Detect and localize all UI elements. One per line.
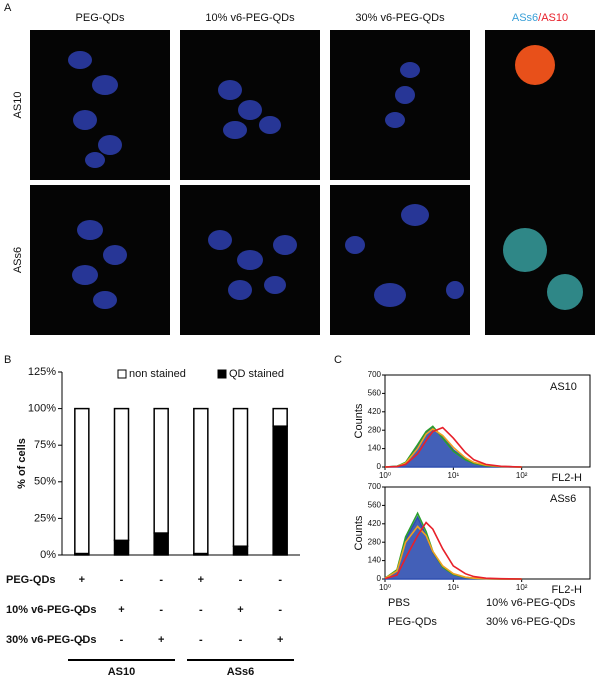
y-tick-label: 420 xyxy=(368,519,382,528)
treatment-cell: - xyxy=(239,634,243,646)
treatment-cell: - xyxy=(239,574,243,586)
treatment-cell: - xyxy=(120,574,124,586)
treatment-cell: - xyxy=(199,604,203,616)
legend-label: 10% v6-PEG-QDs xyxy=(486,597,576,609)
row-label: ASs6 xyxy=(12,247,24,273)
legend-label: non stained xyxy=(129,368,186,380)
y-tick-label: 560 xyxy=(368,389,382,398)
treatment-cell: + xyxy=(79,574,85,586)
treatment-cell: - xyxy=(120,634,124,646)
y-axis-label: Counts xyxy=(353,515,365,550)
x-axis-label: FL2-H xyxy=(551,472,582,484)
bar-segment xyxy=(113,539,130,556)
bar-segment xyxy=(153,532,169,556)
legend-label: QD stained xyxy=(229,368,284,380)
y-tick-label: 140 xyxy=(368,444,382,453)
x-tick-label: 10⁰ xyxy=(379,471,391,480)
bar-segment xyxy=(193,407,209,555)
histogram-line xyxy=(384,521,522,580)
treatment-cell: + xyxy=(198,574,204,586)
treatment-cell: - xyxy=(159,574,163,586)
bar-segment xyxy=(272,407,288,427)
x-tick-label: 10² xyxy=(516,583,528,592)
legend-label: PEG-QDs xyxy=(388,616,437,628)
group-label: AS10 xyxy=(108,666,136,678)
group-label: ASs6 xyxy=(227,666,255,678)
legend-label: PBS xyxy=(388,597,410,609)
treatment-cell: - xyxy=(199,634,203,646)
x-tick-label: 10² xyxy=(516,471,528,480)
treatment-label: 10% v6-PEG-QDs xyxy=(6,604,96,616)
bar-segment xyxy=(153,407,169,534)
treatment-cell: - xyxy=(278,604,282,616)
bar-segment xyxy=(272,425,288,556)
y-tick-label: 0 xyxy=(377,462,382,471)
bar-segment xyxy=(74,407,90,555)
panel-letter: A xyxy=(4,2,12,14)
panel-letter: B xyxy=(4,354,11,366)
y-tick-label: 0 xyxy=(377,574,382,583)
x-tick-label: 10¹ xyxy=(448,583,460,592)
label-red: /AS10 xyxy=(538,12,568,24)
plot-title: AS10 xyxy=(550,381,577,393)
column-header: 30% v6-PEG-QDs xyxy=(355,12,445,24)
bar-segment xyxy=(232,407,249,547)
treatment-cell: + xyxy=(237,604,243,616)
x-axis-label: FL2-H xyxy=(551,584,582,596)
bar-segment xyxy=(113,407,130,542)
column-header: PEG-QDs xyxy=(76,12,125,24)
y-tick-label: 700 xyxy=(368,370,382,379)
panel-letter: C xyxy=(334,354,342,366)
y-tick-label: 280 xyxy=(368,537,382,546)
overlay-label: ASs6/AS10 xyxy=(512,12,568,24)
treatment-cell: + xyxy=(118,604,124,616)
legend-swatch xyxy=(117,369,127,379)
row-label: AS10 xyxy=(12,92,24,119)
histogram-line xyxy=(384,426,522,468)
y-tick-label: 700 xyxy=(368,482,382,491)
column-header: 10% v6-PEG-QDs xyxy=(205,12,295,24)
histogram-area xyxy=(384,515,522,580)
y-tick-label: 50% xyxy=(34,476,56,488)
micrographs xyxy=(30,30,595,335)
label-blue: ASs6 xyxy=(512,12,538,24)
y-tick-label: 420 xyxy=(368,407,382,416)
y-tick-label: 25% xyxy=(34,512,56,524)
legend-swatch xyxy=(217,369,227,379)
y-tick-label: 140 xyxy=(368,556,382,565)
y-tick-label: 100% xyxy=(28,403,56,415)
y-tick-label: 560 xyxy=(368,501,382,510)
treatment-cell: - xyxy=(159,604,163,616)
bar-segment xyxy=(232,545,249,556)
y-tick-label: 0% xyxy=(40,549,56,561)
legend-label: 30% v6-PEG-QDs xyxy=(486,616,576,628)
y-tick-label: 75% xyxy=(34,439,56,451)
treatment-cell: - xyxy=(80,604,84,616)
y-tick-label: 125% xyxy=(28,366,56,378)
treatment-cell: + xyxy=(277,634,283,646)
treatment-cell: - xyxy=(278,574,282,586)
y-axis-label: % of cells xyxy=(16,438,28,489)
treatment-label: 30% v6-PEG-QDs xyxy=(6,634,96,646)
treatment-cell: - xyxy=(80,634,84,646)
plot-title: ASs6 xyxy=(550,493,576,505)
x-tick-label: 10⁰ xyxy=(379,583,391,592)
y-tick-label: 280 xyxy=(368,425,382,434)
treatment-label: PEG-QDs xyxy=(6,574,56,586)
y-axis-label: Counts xyxy=(353,403,365,438)
treatment-cell: + xyxy=(158,634,164,646)
x-tick-label: 10¹ xyxy=(448,471,460,480)
